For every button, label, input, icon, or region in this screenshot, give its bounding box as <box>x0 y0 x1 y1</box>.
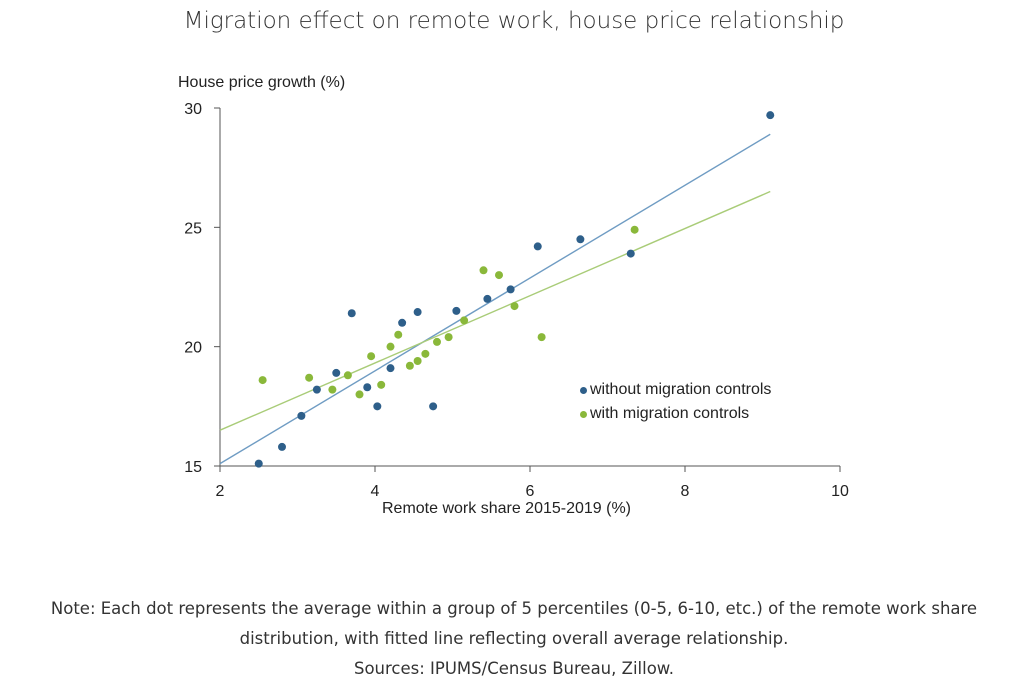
y-tick-label: 20 <box>184 340 202 357</box>
data-point-series-0 <box>297 411 306 420</box>
legend: without migration controls with migratio… <box>580 378 771 426</box>
data-point-series-1 <box>328 385 337 394</box>
data-point-series-1 <box>630 225 639 234</box>
scatter-chart: 15 20 25 30 2 4 6 8 10 <box>184 101 849 500</box>
data-point-series-1 <box>305 373 314 382</box>
data-point-series-1 <box>258 376 267 385</box>
data-point-series-0 <box>506 285 515 294</box>
legend-label: without migration controls <box>590 381 772 398</box>
y-tick-label: 25 <box>184 220 202 237</box>
data-point-series-0 <box>576 235 585 244</box>
data-point-series-0 <box>373 402 382 411</box>
footnote: Note: Each dot represents the average wi… <box>0 594 1028 684</box>
data-point-series-1 <box>460 316 469 325</box>
fit-lines <box>219 133 771 465</box>
fit-line-1 <box>219 190 771 431</box>
data-point-series-0 <box>766 111 775 120</box>
data-point-series-1 <box>386 342 395 351</box>
data-point-series-0 <box>332 368 341 377</box>
legend-item-with-migration: with migration controls <box>580 402 771 426</box>
data-point-series-1 <box>405 361 414 370</box>
data-point-series-0 <box>413 308 422 317</box>
data-point-series-1 <box>433 337 441 346</box>
data-point-series-1 <box>394 330 403 339</box>
data-point-series-0 <box>363 383 372 392</box>
data-point-series-0 <box>483 294 492 303</box>
data-point-series-0 <box>254 459 263 468</box>
data-point-series-0 <box>429 402 438 411</box>
data-point-series-1 <box>537 333 546 342</box>
x-tick-label: 6 <box>526 483 535 500</box>
x-axis-label: Remote work share 2015-2019 (%) <box>382 500 632 517</box>
data-point-series-0 <box>533 242 542 251</box>
legend-marker-icon <box>580 410 587 418</box>
data-point-series-1 <box>377 380 386 389</box>
axes: 15 20 25 30 2 4 6 8 10 <box>184 101 849 500</box>
legend-item-without-migration: without migration controls <box>580 378 771 402</box>
data-point-series-1 <box>367 352 376 361</box>
data-point-series-1 <box>479 266 488 275</box>
source-line: Sources: IPUMS/Census Bureau, Zillow. <box>353 659 675 678</box>
note-line: Note: Each dot represents the average wi… <box>50 599 978 618</box>
data-point-series-1 <box>343 371 352 380</box>
y-tick-label: 30 <box>184 101 202 118</box>
x-tick-label: 10 <box>831 483 849 500</box>
data-point-series-1 <box>510 302 519 311</box>
data-point-series-0 <box>386 364 395 373</box>
data-point-series-1 <box>355 390 364 399</box>
data-point-series-0 <box>626 249 635 258</box>
legend-label: with migration controls <box>590 405 750 422</box>
data-point-series-0 <box>347 309 356 318</box>
data-point-series-1 <box>495 271 503 280</box>
x-tick-label: 4 <box>371 483 380 500</box>
note-line: distribution, with fitted line reflectin… <box>239 629 789 648</box>
y-axis-label: House price growth (%) <box>178 74 346 91</box>
x-tick-label: 8 <box>681 483 690 500</box>
data-point-series-0 <box>278 442 286 451</box>
legend-marker-icon <box>580 386 587 394</box>
data-point-series-0 <box>398 318 407 327</box>
data-point-series-1 <box>421 349 430 358</box>
data-point-series-1 <box>444 333 453 342</box>
data-point-series-1 <box>413 356 422 365</box>
data-point-series-0 <box>312 385 321 394</box>
y-tick-label: 15 <box>184 459 202 476</box>
data-points <box>254 111 775 468</box>
data-point-series-0 <box>452 306 461 315</box>
chart-title: Migration effect on remote work, house p… <box>183 8 845 34</box>
x-tick-label: 2 <box>216 483 225 500</box>
fit-line-0 <box>219 133 771 465</box>
